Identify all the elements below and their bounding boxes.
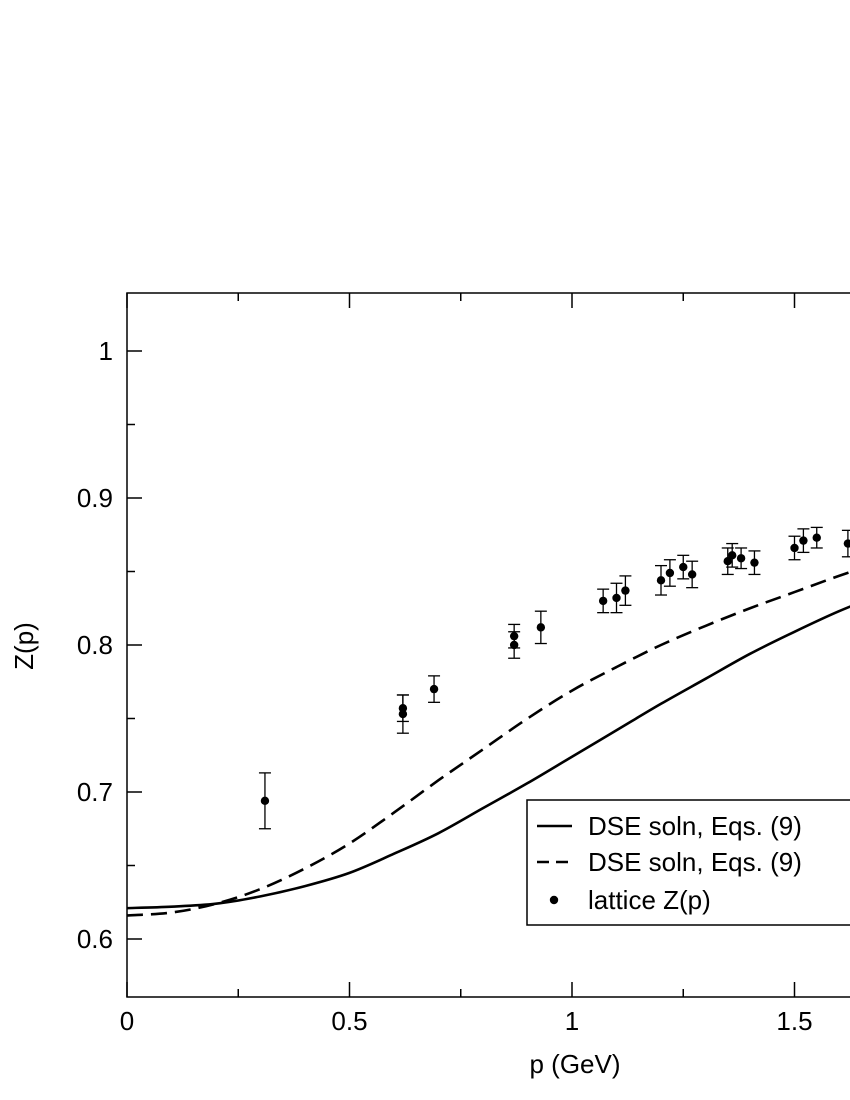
y-tick-label: 0.9 — [77, 483, 113, 513]
y-tick-label: 1 — [99, 336, 113, 366]
legend: DSE soln, Eqs. (9) DSE soln, Eqs. (9) latt… — [526, 799, 850, 926]
lattice-point — [841, 529, 850, 558]
lattice-point — [619, 575, 632, 606]
curves — [127, 570, 850, 917]
data-point — [621, 586, 630, 595]
y-tick-label: 0.8 — [77, 630, 113, 660]
data-point — [398, 704, 408, 713]
data-point — [687, 570, 697, 579]
data-point — [790, 543, 799, 553]
legend-label: DSE soln, Eqs. (9) — [588, 811, 802, 841]
data-point — [843, 539, 850, 548]
lattice-point — [655, 564, 667, 596]
lattice-point — [610, 582, 623, 614]
lattice-point — [534, 610, 547, 645]
dse-curve-solid — [127, 605, 850, 910]
dse-curve-dashed — [127, 570, 850, 917]
legend-label: DSE soln, Eqs. (9) — [588, 847, 802, 877]
lattice-point — [686, 560, 699, 589]
data-point — [736, 554, 746, 563]
x-tick-label: 1.5 — [776, 1006, 812, 1036]
lattice-point — [810, 526, 823, 549]
lattice-point — [748, 550, 761, 576]
data-point — [536, 623, 546, 632]
lattice-point — [428, 675, 441, 703]
lattice-point — [677, 554, 690, 580]
x-tick-label: 0.5 — [331, 1006, 367, 1036]
y-axis-label: Z(p) — [9, 622, 39, 670]
lattice-point — [396, 694, 409, 723]
data-point — [429, 684, 439, 694]
x-tick-label: 0 — [120, 1006, 134, 1036]
data-point — [260, 796, 270, 806]
data-point — [612, 593, 621, 603]
data-point — [728, 551, 737, 560]
data-point — [799, 536, 808, 545]
y-tick-label: 0.6 — [77, 924, 113, 954]
data-point — [812, 533, 821, 542]
data-point — [723, 557, 732, 566]
lattice-point — [797, 528, 810, 554]
axes — [126, 292, 850, 998]
lattice-point — [508, 623, 521, 649]
data-point — [679, 562, 688, 572]
legend-box — [526, 799, 850, 926]
lattice-point — [663, 559, 676, 587]
tick-labels: 00.511.522.530.60.70.80.91 — [77, 336, 813, 1036]
x-axis-label: p (GeV) — [529, 1049, 620, 1079]
data-point — [656, 576, 666, 585]
data-point — [509, 631, 519, 641]
lattice-point — [726, 542, 739, 568]
data-point — [750, 558, 759, 567]
y-tick-label: 0.7 — [77, 777, 113, 807]
data-point — [598, 596, 608, 606]
lattice-point — [788, 535, 801, 561]
data-point — [665, 568, 675, 578]
lattice-point — [735, 547, 748, 570]
x-tick-label: 1 — [565, 1006, 579, 1036]
lattice-points — [258, 526, 850, 830]
legend-label: lattice Z(p) — [588, 885, 711, 915]
lattice-point — [258, 772, 271, 830]
legend-marker — [549, 895, 559, 905]
lattice-point — [597, 588, 610, 614]
